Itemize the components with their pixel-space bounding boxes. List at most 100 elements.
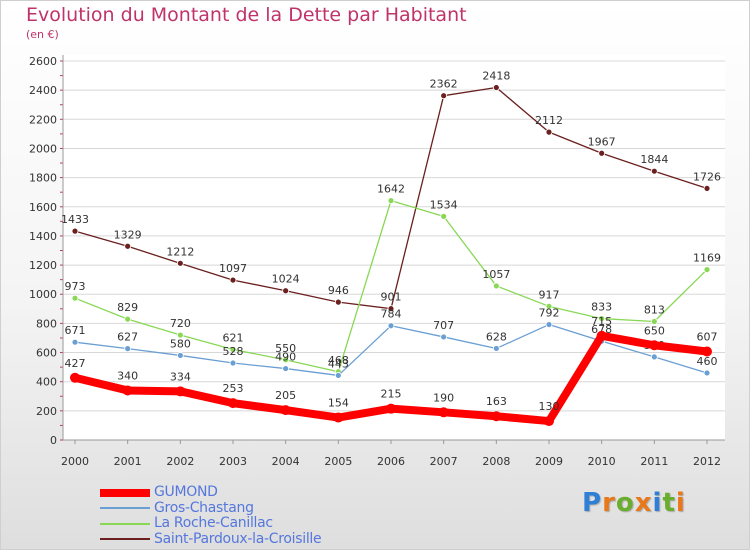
data-point <box>703 369 711 377</box>
data-point <box>176 259 184 267</box>
data-point <box>703 185 711 192</box>
data-point <box>229 346 237 353</box>
data-point <box>229 276 237 284</box>
y-tick-label: 1400 <box>29 230 57 243</box>
data-point <box>703 266 711 273</box>
data-label: 2112 <box>535 114 563 127</box>
data-label: 1844 <box>640 153 668 166</box>
data-label: 1967 <box>588 135 616 148</box>
data-point <box>545 128 553 136</box>
data-label: 607 <box>697 331 718 344</box>
x-tick-label: 2012 <box>693 455 721 468</box>
data-label: 833 <box>591 301 612 314</box>
y-tick-label: 2200 <box>29 113 57 126</box>
x-tick-label: 2001 <box>114 455 142 468</box>
x-tick-label: 2008 <box>482 455 510 468</box>
x-tick-label: 2005 <box>324 455 352 468</box>
data-label: 1057 <box>482 268 510 281</box>
data-point <box>71 294 79 302</box>
data-point <box>491 411 502 422</box>
chart-legend: GUMOND Gros-Chastang La Roche-Canillac Sain… <box>100 484 322 548</box>
data-label: 1169 <box>693 252 721 265</box>
data-point <box>544 416 554 427</box>
x-tick-label: 2007 <box>430 455 458 468</box>
data-label: 550 <box>275 342 296 355</box>
data-label: 1726 <box>693 170 721 183</box>
data-point <box>492 84 500 91</box>
y-tick-label: 1200 <box>29 259 57 272</box>
data-point <box>649 340 660 351</box>
legend-swatch <box>100 488 150 497</box>
y-tick-label: 400 <box>36 376 57 389</box>
data-label: 154 <box>328 397 349 410</box>
data-label: 334 <box>170 370 191 383</box>
legend-swatch <box>100 507 150 510</box>
x-tick-label: 2003 <box>219 455 247 468</box>
data-point <box>650 167 658 175</box>
data-point <box>228 398 238 409</box>
data-label: 784 <box>381 308 402 321</box>
data-label: 628 <box>486 330 507 343</box>
data-label: 650 <box>644 324 665 337</box>
x-tick-label: 2006 <box>377 455 405 468</box>
legend-label: Saint-Pardoux-la-Croisille <box>154 530 322 547</box>
data-label: 340 <box>117 369 138 382</box>
data-label: 215 <box>381 388 402 401</box>
data-label: 190 <box>433 391 454 404</box>
data-point <box>175 386 186 397</box>
data-label: 627 <box>117 331 138 344</box>
data-label: 1329 <box>114 228 142 241</box>
data-point <box>386 403 396 414</box>
data-point <box>282 356 290 364</box>
y-tick-label: 600 <box>36 347 57 360</box>
data-point <box>282 287 290 295</box>
data-label: 443 <box>328 357 349 370</box>
x-tick-label: 2002 <box>166 455 194 468</box>
x-tick-label: 2000 <box>61 455 89 468</box>
data-label: 163 <box>486 395 507 408</box>
data-label: 829 <box>117 301 138 314</box>
data-label: 1097 <box>219 262 247 275</box>
data-point <box>387 197 395 205</box>
data-point <box>440 92 448 100</box>
data-label: 671 <box>65 324 86 337</box>
legend-item: Saint-Pardoux-la-Croisille <box>100 530 322 548</box>
data-label: 1024 <box>272 273 300 286</box>
data-point <box>282 365 290 372</box>
plot-area <box>63 55 725 440</box>
legend-label: GUMOND <box>154 484 218 500</box>
legend-swatch <box>100 522 150 525</box>
data-point <box>71 338 79 346</box>
y-tick-label: 1800 <box>29 172 57 185</box>
y-tick-label: 1000 <box>29 288 57 301</box>
x-tick-label: 2011 <box>640 455 668 468</box>
data-point <box>596 330 607 341</box>
data-label: 460 <box>697 355 718 368</box>
data-point <box>124 315 132 323</box>
data-label: 205 <box>275 389 296 402</box>
data-label: 621 <box>223 331 244 344</box>
data-label: 1433 <box>61 213 89 226</box>
data-point <box>492 282 500 290</box>
legend-item: Gros-Chastang <box>100 500 321 517</box>
y-tick-label: 2600 <box>29 55 57 68</box>
data-point <box>176 352 184 359</box>
data-point <box>387 322 395 330</box>
data-label: 715 <box>591 315 612 328</box>
data-label: 1212 <box>166 245 194 258</box>
data-label: 528 <box>223 345 244 358</box>
data-point <box>387 305 395 313</box>
data-label: 901 <box>381 291 402 304</box>
data-point <box>229 359 237 367</box>
y-tick-label: 1600 <box>29 201 57 214</box>
data-point <box>440 333 448 341</box>
data-label: 1534 <box>430 198 458 211</box>
data-label: 2362 <box>430 78 458 91</box>
data-point <box>124 242 132 250</box>
data-point <box>176 331 184 339</box>
data-label: 427 <box>65 357 86 370</box>
data-point <box>598 149 606 157</box>
legend-swatch <box>100 538 150 541</box>
x-tick-label: 2004 <box>272 455 300 468</box>
